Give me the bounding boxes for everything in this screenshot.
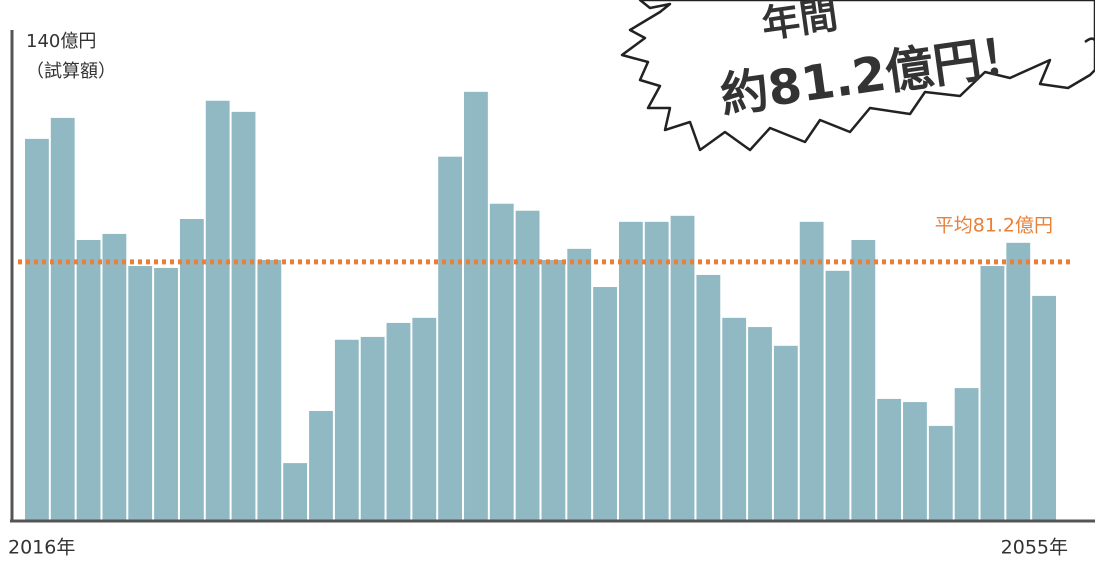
x-tick-label: 2016年 xyxy=(8,537,75,559)
bar xyxy=(50,117,75,521)
bar xyxy=(257,259,282,520)
bar xyxy=(644,221,669,520)
bar xyxy=(773,345,798,520)
bar xyxy=(360,336,385,520)
bar xyxy=(464,91,488,520)
y-tick-label: 140億円 xyxy=(26,31,96,52)
bar xyxy=(334,339,359,520)
bar xyxy=(670,215,695,520)
bar xyxy=(76,239,101,521)
bubble-edge xyxy=(1084,37,1095,60)
bar xyxy=(567,248,592,520)
bar xyxy=(25,138,49,520)
bar xyxy=(283,463,308,520)
bar xyxy=(309,410,333,520)
bar xyxy=(205,100,230,520)
average-label: 平均81.2億円 xyxy=(935,214,1053,236)
bar xyxy=(748,327,772,520)
bar xyxy=(231,111,256,520)
bar xyxy=(1032,295,1056,520)
bar xyxy=(412,317,437,520)
bar xyxy=(903,402,927,520)
bar xyxy=(515,210,540,520)
bar xyxy=(696,274,721,520)
bar xyxy=(593,287,617,520)
bar xyxy=(489,203,514,520)
callout-bubble: 年間 約81.2億円！ xyxy=(620,0,1095,152)
bar xyxy=(928,425,953,520)
x-tick-label: 2055年 xyxy=(1001,537,1068,559)
bar xyxy=(154,267,178,520)
bar xyxy=(851,239,876,521)
bar xyxy=(877,398,902,520)
bar xyxy=(825,270,850,520)
bar xyxy=(438,156,463,521)
bar xyxy=(722,317,747,520)
bar xyxy=(541,259,566,520)
bar xyxy=(954,388,979,520)
bar xyxy=(799,221,824,520)
bar xyxy=(1006,242,1031,521)
bar xyxy=(179,218,204,520)
bar xyxy=(102,233,127,520)
bar xyxy=(618,221,643,520)
y-axis-label: （試算額） xyxy=(26,61,116,82)
bar xyxy=(128,266,153,520)
bubble-shape xyxy=(620,0,1095,152)
bar xyxy=(386,322,411,520)
bar xyxy=(980,266,1005,520)
